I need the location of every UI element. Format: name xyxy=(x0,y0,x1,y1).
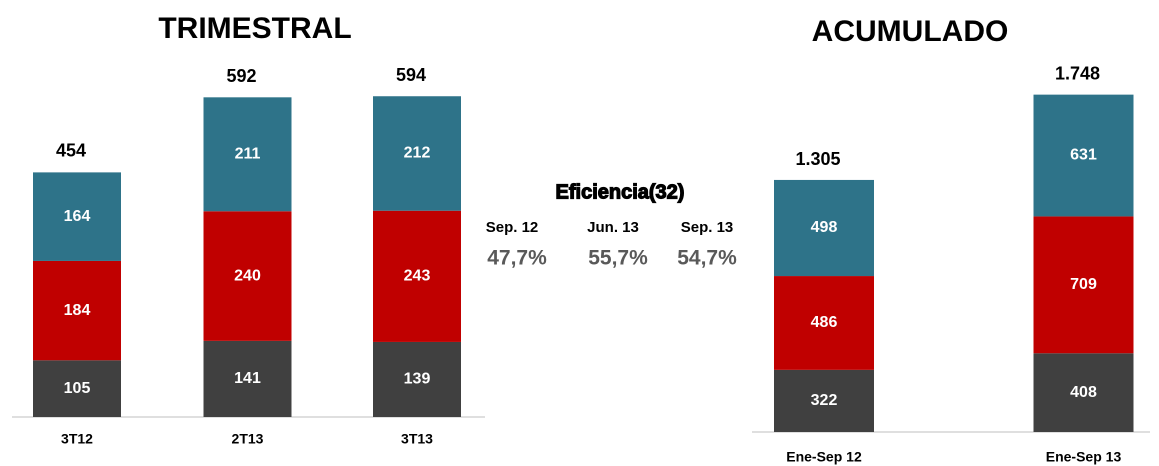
segment-label: 243 xyxy=(404,268,431,285)
chart-title: TRIMESTRAL xyxy=(158,12,351,45)
segment-label: 212 xyxy=(404,145,431,162)
bar-segment xyxy=(33,172,121,261)
segment-label: 631 xyxy=(1070,147,1097,164)
efficiency-value: 55,7% xyxy=(588,247,648,270)
bar-segment xyxy=(203,211,292,341)
bar-segment xyxy=(1033,353,1134,432)
bar-segment xyxy=(33,360,121,417)
efficiency-period: Sep. 13 xyxy=(681,219,734,236)
segment-label: 240 xyxy=(234,267,261,284)
segment-label: 498 xyxy=(811,219,838,236)
x-tick-label: Ene-Sep 13 xyxy=(1046,449,1122,465)
segment-label: 184 xyxy=(64,302,91,319)
bar-segment xyxy=(33,260,121,361)
chart-title: ACUMULADO xyxy=(812,15,1009,48)
bar-segment xyxy=(373,96,461,211)
bar-segment xyxy=(774,179,874,277)
segment-label: 322 xyxy=(811,392,838,409)
total-label: 594 xyxy=(396,65,426,85)
efficiency-period: Sep. 12 xyxy=(486,219,539,236)
total-label: 454 xyxy=(56,141,86,161)
bar-segment xyxy=(203,97,292,212)
efficiency-period: Jun. 13 xyxy=(587,219,639,236)
efficiency-value: 47,7% xyxy=(487,247,547,270)
x-tick-label: Ene-Sep 12 xyxy=(786,449,862,465)
efficiency-value: 54,7% xyxy=(677,247,737,270)
segment-label: 486 xyxy=(811,314,838,331)
efficiency-title: Eficiencia(32) xyxy=(556,181,685,203)
segment-label: 164 xyxy=(64,208,91,225)
segment-label: 141 xyxy=(234,370,261,387)
bar-segment xyxy=(1033,216,1134,354)
bar-segment xyxy=(203,340,292,417)
bar-segment xyxy=(774,276,874,370)
x-tick-label: 3T13 xyxy=(401,431,433,447)
bar-segment xyxy=(774,369,874,432)
x-tick-label: 3T12 xyxy=(61,431,93,447)
bar-segment xyxy=(373,341,461,417)
segment-label: 211 xyxy=(235,146,261,163)
x-tick-label: 2T13 xyxy=(232,431,264,447)
segment-label: 408 xyxy=(1070,384,1097,401)
total-label: 1.305 xyxy=(795,149,840,169)
total-label: 1.748 xyxy=(1055,63,1100,83)
bar-segment xyxy=(373,210,461,342)
total-label: 592 xyxy=(226,66,256,86)
segment-label: 105 xyxy=(64,380,91,397)
segment-label: 709 xyxy=(1070,276,1097,293)
bar-segment xyxy=(1033,94,1134,217)
segment-label: 139 xyxy=(404,371,431,388)
